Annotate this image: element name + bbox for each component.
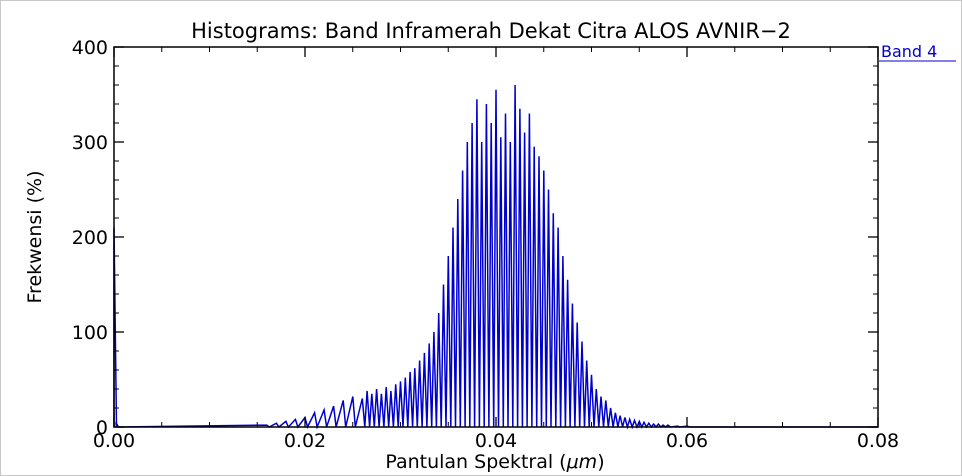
y-tick-label: 200	[72, 227, 108, 249]
x-tick-label: 0.06	[666, 430, 708, 452]
x-tick-label: 0.08	[857, 430, 899, 452]
y-tick-label: 300	[72, 132, 108, 154]
x-axis-label: Pantulan Spektral (μm)	[385, 451, 604, 473]
legend: Band 4	[879, 42, 956, 62]
series-line-0	[113, 84, 878, 430]
ticks-layer: 0.00 0.02 0.04 0.06 0.08 0 100 200 300 400	[72, 37, 899, 452]
x-axis-label-suffix: )	[597, 451, 604, 473]
x-axis-label-unit: μm	[566, 451, 598, 473]
legend-label-band-4: Band 4	[881, 42, 937, 61]
chart-title: Histograms: Band Inframerah Dekat Citra …	[191, 19, 791, 43]
y-tick-label: 100	[72, 322, 108, 344]
y-tick-label: 400	[72, 37, 108, 59]
series-layer	[113, 84, 878, 430]
x-axis-label-prefix: Pantulan Spektral (	[385, 451, 566, 473]
x-tick-label: 0.02	[284, 430, 326, 452]
x-tick-label: 0.00	[93, 430, 135, 452]
y-axis-label: Frekwensi (%)	[24, 171, 46, 304]
y-tick-label: 0	[96, 417, 108, 439]
x-tick-label: 0.04	[475, 430, 517, 452]
